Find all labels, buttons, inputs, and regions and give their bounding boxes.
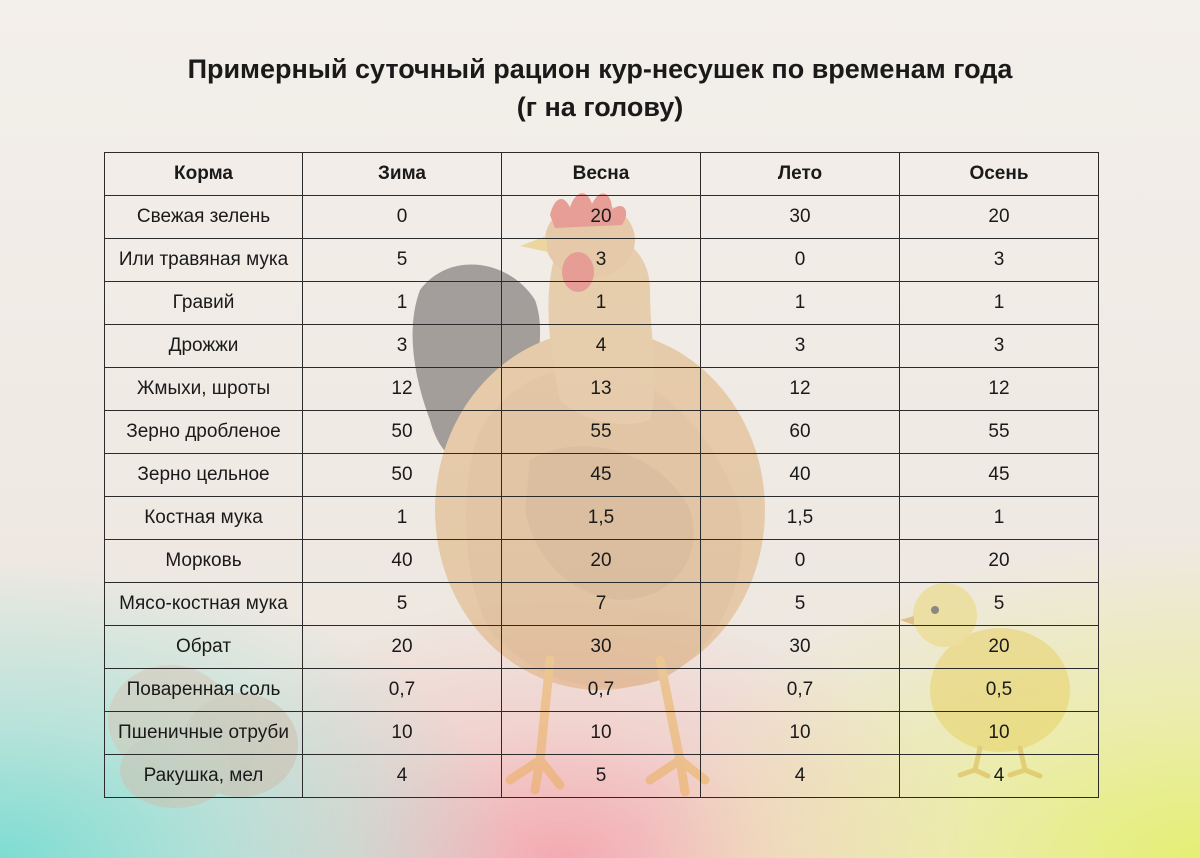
table-row: Дрожжи 3 4 3 3 xyxy=(104,324,1099,368)
summer-value: 60 xyxy=(700,410,900,454)
autumn-value: 0,5 xyxy=(899,668,1099,712)
winter-value: 5 xyxy=(302,238,502,282)
summer-value: 10 xyxy=(700,711,900,755)
summer-value: 0 xyxy=(700,238,900,282)
header-summer: Лето xyxy=(700,152,900,196)
header-autumn: Осень xyxy=(899,152,1099,196)
summer-value: 0,7 xyxy=(700,668,900,712)
table-row: Обрат 20 30 30 20 xyxy=(104,625,1099,669)
header-winter: Зима xyxy=(302,152,502,196)
spring-value: 10 xyxy=(501,711,701,755)
winter-value: 5 xyxy=(302,582,502,626)
spring-value: 30 xyxy=(501,625,701,669)
feed-name: Поваренная соль xyxy=(104,668,303,712)
table-row: Гравий 1 1 1 1 xyxy=(104,281,1099,325)
winter-value: 0,7 xyxy=(302,668,502,712)
spring-value: 55 xyxy=(501,410,701,454)
spring-value: 7 xyxy=(501,582,701,626)
autumn-value: 5 xyxy=(899,582,1099,626)
table-body: Свежая зелень 0 20 30 20 Или травяная мука 5 3 0… xyxy=(104,195,1099,798)
winter-value: 40 xyxy=(302,539,502,583)
winter-value: 1 xyxy=(302,281,502,325)
autumn-value: 45 xyxy=(899,453,1099,497)
feed-name: Жмыхи, шроты xyxy=(104,367,303,411)
feed-name: Ракушка, мел xyxy=(104,754,303,798)
feed-name: Обрат xyxy=(104,625,303,669)
summer-value: 12 xyxy=(700,367,900,411)
summer-value: 1 xyxy=(700,281,900,325)
spring-value: 20 xyxy=(501,195,701,239)
summer-value: 30 xyxy=(700,195,900,239)
spring-value: 1,5 xyxy=(501,496,701,540)
title-line-2: (г на голову) xyxy=(516,92,684,122)
summer-value: 1,5 xyxy=(700,496,900,540)
summer-value: 0 xyxy=(700,539,900,583)
table-row: Или травяная мука 5 3 0 3 xyxy=(104,238,1099,282)
spring-value: 3 xyxy=(501,238,701,282)
page-title: Примерный суточный рацион кур-несушек по… xyxy=(0,50,1200,126)
winter-value: 0 xyxy=(302,195,502,239)
winter-value: 50 xyxy=(302,410,502,454)
feed-name: Или травяная мука xyxy=(104,238,303,282)
winter-value: 3 xyxy=(302,324,502,368)
spring-value: 0,7 xyxy=(501,668,701,712)
header-spring: Весна xyxy=(501,152,701,196)
autumn-value: 20 xyxy=(899,539,1099,583)
autumn-value: 1 xyxy=(899,281,1099,325)
table-row: Мясо-костная мука 5 7 5 5 xyxy=(104,582,1099,626)
winter-value: 50 xyxy=(302,453,502,497)
autumn-value: 20 xyxy=(899,625,1099,669)
spring-value: 45 xyxy=(501,453,701,497)
summer-value: 30 xyxy=(700,625,900,669)
winter-value: 1 xyxy=(302,496,502,540)
feed-name: Зерно цельное xyxy=(104,453,303,497)
table-row: Зерно дробленое 50 55 60 55 xyxy=(104,410,1099,454)
summer-value: 3 xyxy=(700,324,900,368)
winter-value: 4 xyxy=(302,754,502,798)
table-row: Зерно цельное 50 45 40 45 xyxy=(104,453,1099,497)
spring-value: 4 xyxy=(501,324,701,368)
table-row: Свежая зелень 0 20 30 20 xyxy=(104,195,1099,239)
autumn-value: 1 xyxy=(899,496,1099,540)
feed-name: Костная мука xyxy=(104,496,303,540)
feed-name: Морковь xyxy=(104,539,303,583)
table-row: Морковь 40 20 0 20 xyxy=(104,539,1099,583)
spring-value: 20 xyxy=(501,539,701,583)
spring-value: 5 xyxy=(501,754,701,798)
table-header-row: Корма Зима Весна Лето Осень xyxy=(104,152,1099,196)
autumn-value: 10 xyxy=(899,711,1099,755)
feed-name: Зерно дробленое xyxy=(104,410,303,454)
feed-name: Пшеничные отруби xyxy=(104,711,303,755)
autumn-value: 55 xyxy=(899,410,1099,454)
winter-value: 20 xyxy=(302,625,502,669)
spring-value: 13 xyxy=(501,367,701,411)
table-row: Костная мука 1 1,5 1,5 1 xyxy=(104,496,1099,540)
ration-table: Корма Зима Весна Лето Осень Свежая зелен… xyxy=(104,152,1099,798)
title-line-1: Примерный суточный рацион кур-несушек по… xyxy=(187,54,1013,84)
spring-value: 1 xyxy=(501,281,701,325)
table-row: Пшеничные отруби 10 10 10 10 xyxy=(104,711,1099,755)
feed-name: Свежая зелень xyxy=(104,195,303,239)
autumn-value: 4 xyxy=(899,754,1099,798)
table-row: Жмыхи, шроты 12 13 12 12 xyxy=(104,367,1099,411)
autumn-value: 12 xyxy=(899,367,1099,411)
winter-value: 10 xyxy=(302,711,502,755)
autumn-value: 3 xyxy=(899,238,1099,282)
table-row: Поваренная соль 0,7 0,7 0,7 0,5 xyxy=(104,668,1099,712)
summer-value: 5 xyxy=(700,582,900,626)
feed-name: Мясо-костная мука xyxy=(104,582,303,626)
autumn-value: 20 xyxy=(899,195,1099,239)
summer-value: 4 xyxy=(700,754,900,798)
feed-name: Гравий xyxy=(104,281,303,325)
summer-value: 40 xyxy=(700,453,900,497)
winter-value: 12 xyxy=(302,367,502,411)
autumn-value: 3 xyxy=(899,324,1099,368)
feed-name: Дрожжи xyxy=(104,324,303,368)
table-row: Ракушка, мел 4 5 4 4 xyxy=(104,754,1099,798)
header-feed: Корма xyxy=(104,152,303,196)
